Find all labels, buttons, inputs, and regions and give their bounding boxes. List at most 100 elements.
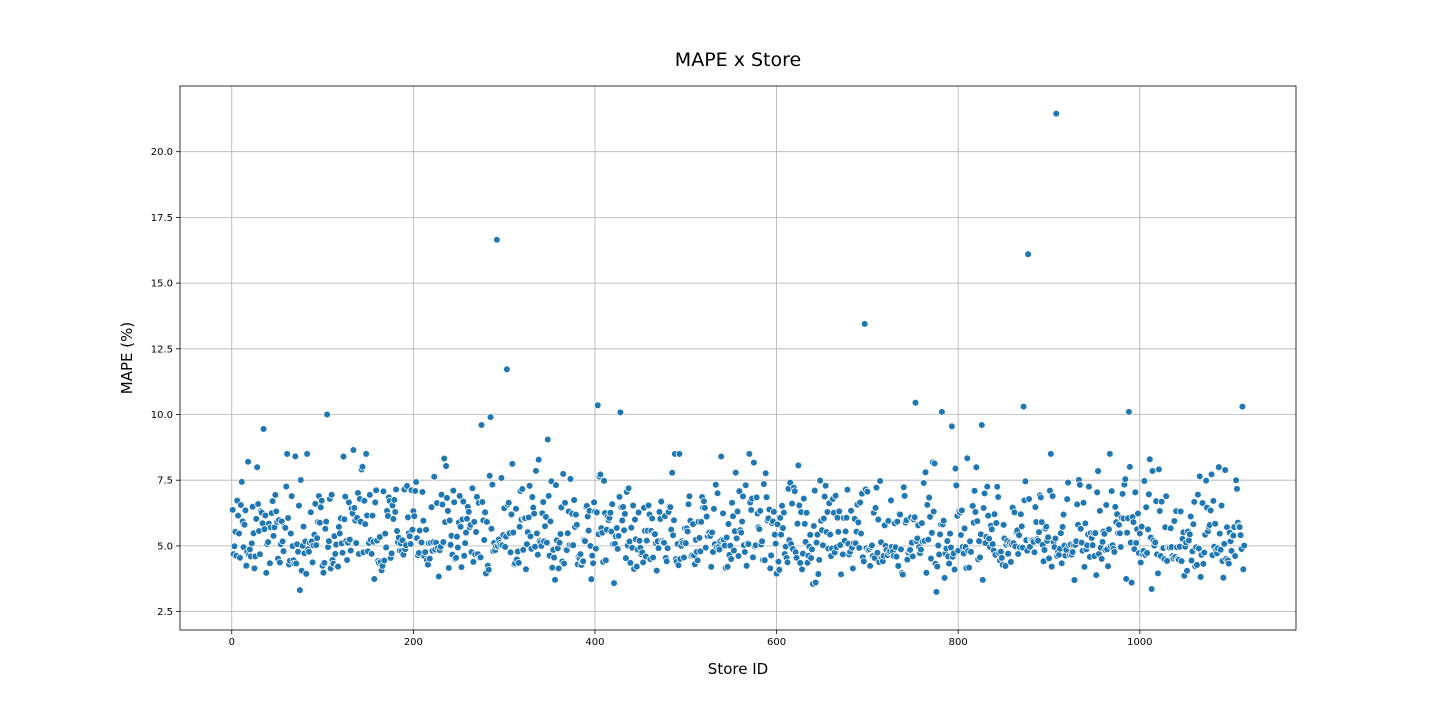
scatter-point (952, 481, 961, 490)
scatter-point (282, 482, 291, 491)
scatter-point (978, 421, 986, 429)
scatter-point (618, 516, 626, 525)
y-tick-label: 17.5 (151, 213, 173, 224)
scatter-point (701, 504, 709, 512)
scatter-point (412, 478, 420, 486)
scatter-point (1080, 563, 1089, 571)
scatter-point (532, 467, 540, 475)
scatter-point (761, 469, 770, 478)
scatter-point (584, 526, 593, 535)
scatter-point (1137, 522, 1146, 531)
scatter-point (322, 517, 330, 526)
scatter-point (930, 459, 939, 468)
scatter-point (518, 485, 527, 493)
scatter-point (1220, 540, 1229, 548)
scatter-point (1042, 522, 1051, 531)
scatter-point (980, 489, 989, 498)
scatter-point (810, 486, 819, 495)
scatter-point (302, 570, 310, 578)
scatter-point (1239, 565, 1248, 574)
scatter-point (724, 520, 733, 528)
scatter-point (1146, 455, 1154, 464)
scatter-point (634, 508, 643, 517)
scatter-point (228, 506, 237, 514)
scatter-point (506, 548, 515, 557)
scatter-point (1073, 500, 1081, 509)
scatter-point (287, 492, 296, 500)
scatter-point (350, 504, 359, 512)
scatter-point (230, 542, 239, 551)
scatter-point (509, 528, 518, 537)
scatter-point (625, 537, 634, 546)
scatter-point (734, 552, 743, 560)
scatter-point (616, 408, 625, 417)
scatter-point (733, 507, 742, 516)
scatter-point (1211, 519, 1219, 528)
scatter-point (1091, 529, 1100, 537)
scatter-point (859, 557, 868, 566)
scatter-point (235, 529, 243, 538)
scatter-point (240, 520, 249, 529)
scatter-point (999, 521, 1008, 529)
scatter-point (988, 540, 997, 548)
scatter-point (268, 497, 277, 505)
scatter-point (624, 484, 633, 493)
scatter-point (338, 548, 347, 557)
scatter-point (1240, 541, 1249, 550)
scatter-point (1077, 524, 1085, 533)
scatter-point (292, 559, 301, 568)
scatter-point (295, 501, 303, 510)
scatter-point (1052, 109, 1061, 118)
scatter-point (440, 454, 449, 463)
scatter-point (1057, 559, 1066, 568)
scatter-point (615, 493, 624, 501)
scatter-point (1098, 538, 1107, 546)
scatter-point (345, 498, 353, 507)
scatter-point (771, 530, 779, 539)
scatter-point (343, 556, 351, 564)
scatter-point (1045, 554, 1053, 563)
scatter-point (349, 446, 358, 454)
scatter-point (729, 512, 737, 520)
scatter-point (278, 537, 287, 546)
scatter-point (700, 497, 708, 506)
scatter-point (464, 508, 473, 516)
scatter-point (872, 483, 881, 492)
scatter-point (590, 498, 598, 507)
y-tick-label: 12.5 (151, 344, 173, 355)
scatter-point (477, 421, 486, 429)
scatter-point (405, 532, 414, 541)
scatter-point (503, 365, 511, 374)
scatter-point (336, 529, 344, 538)
scatter-point (1216, 545, 1225, 554)
scatter-point (906, 546, 914, 554)
scatter-point (966, 537, 974, 546)
grid-lines (180, 86, 1296, 630)
scatter-point (323, 410, 331, 419)
scatter-point (462, 528, 470, 537)
scatter-point (654, 544, 663, 552)
scatter-point (1017, 522, 1026, 531)
scatter-point (773, 520, 782, 529)
scatter-point (375, 533, 384, 541)
scatter-point (484, 565, 493, 574)
scatter-point (884, 517, 893, 525)
scatter-point (485, 471, 494, 480)
scatter-point (459, 497, 468, 506)
scatter-point (976, 553, 984, 562)
scatter-point (1227, 547, 1236, 555)
scatter-point (776, 514, 784, 522)
scatter-point (533, 550, 542, 559)
scatter-point (702, 512, 711, 521)
scatter-point (418, 488, 427, 496)
scatter-point (708, 528, 716, 537)
scatter-point (305, 548, 313, 556)
scatter-point (1155, 465, 1163, 474)
scatter-point (1163, 557, 1171, 565)
scatter-point (1200, 548, 1209, 557)
scatter-point (287, 529, 295, 538)
scatter-point (241, 506, 250, 515)
scatter-point (463, 514, 471, 523)
scatter-point (816, 476, 824, 485)
